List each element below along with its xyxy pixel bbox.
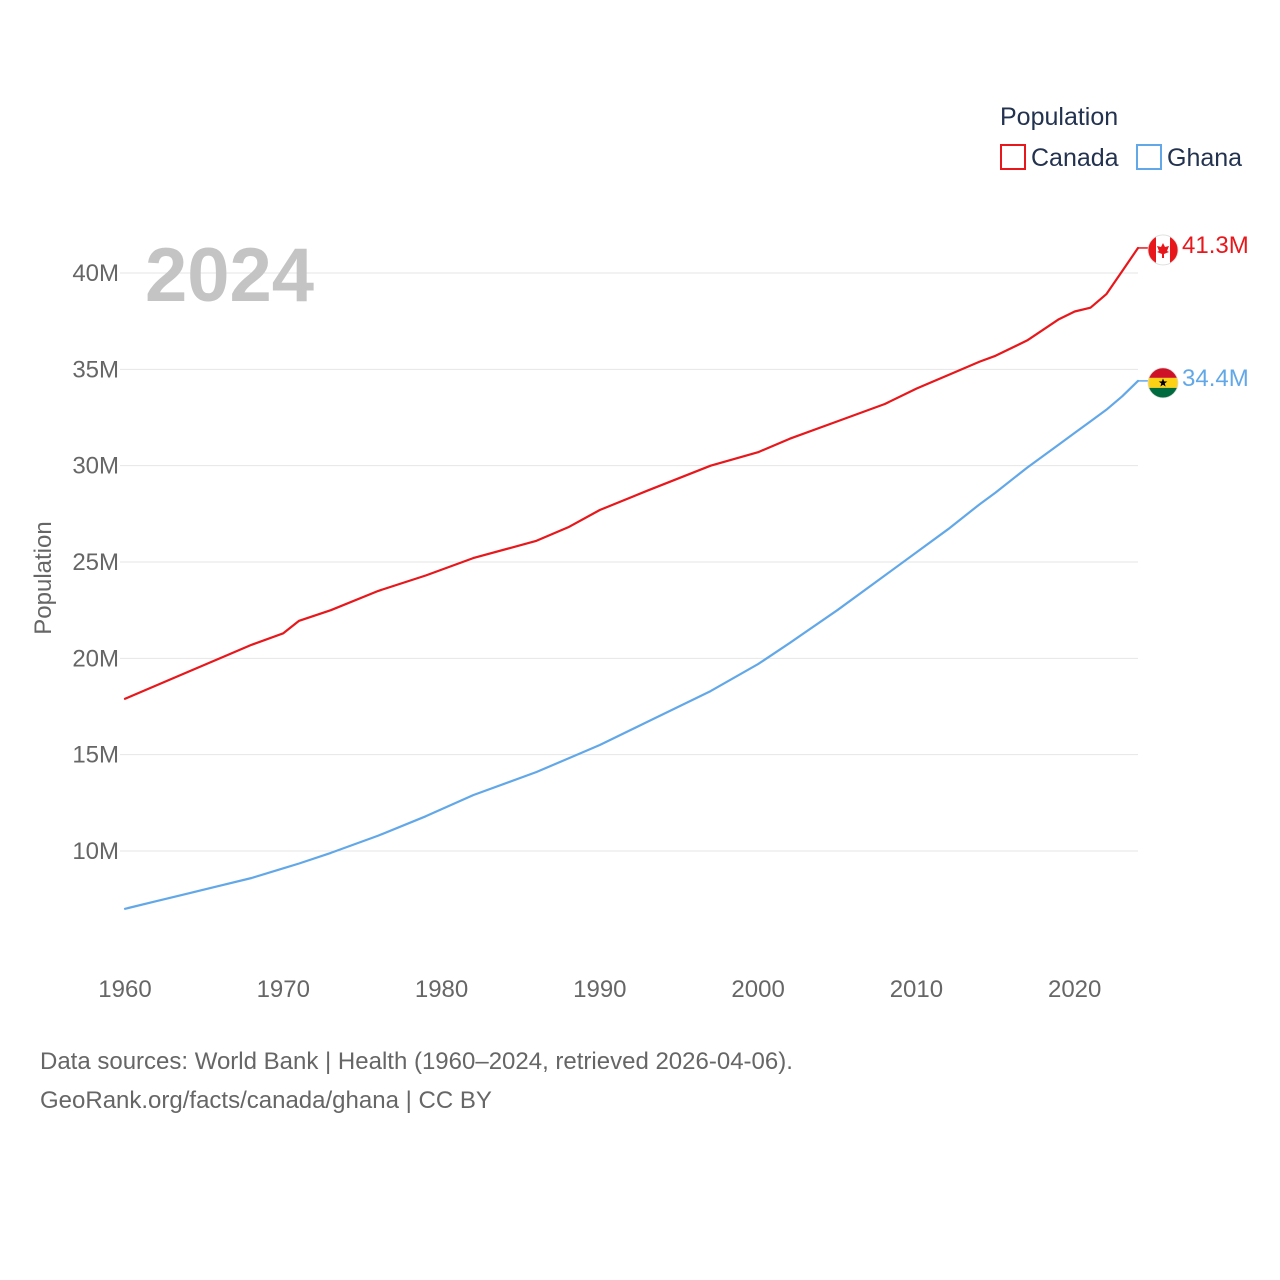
source-text: Data sources: World Bank | Health (1960–…	[40, 1048, 793, 1075]
series-end-markers: 41.3M 34.4M	[1138, 232, 1249, 399]
x-tick-label: 1990	[573, 976, 626, 1003]
legend-label-canada[interactable]: Canada	[1031, 144, 1119, 172]
y-axis-label: Population	[30, 521, 57, 634]
y-tick-label: 15M	[72, 742, 119, 769]
x-tick-label: 1970	[257, 976, 310, 1003]
population-chart: 10M 15M 20M 25M 30M 35M 40M 1960 1970 1980 1990 20…	[30, 103, 1249, 1003]
y-tick-label: 35M	[72, 356, 119, 383]
canada-flag-icon	[1148, 234, 1178, 265]
legend-label-ghana[interactable]: Ghana	[1167, 144, 1242, 172]
series-line-canada	[123, 246, 1140, 700]
year-watermark: 2024	[145, 233, 314, 318]
y-tick-label: 10M	[72, 838, 119, 865]
x-tick-label: 2000	[731, 976, 784, 1003]
y-tick-label: 20M	[72, 645, 119, 672]
x-tick-label: 2020	[1048, 976, 1101, 1003]
ghana-flag-icon	[1148, 367, 1178, 398]
source-url[interactable]: GeoRank.org/facts/canada/ghana | CC BY	[40, 1087, 492, 1114]
y-tick-label: 30M	[72, 453, 119, 480]
y-tick-label: 40M	[72, 260, 119, 287]
source-footer: Data sources: World Bank | Health (1960–…	[40, 1042, 793, 1120]
grid-lines	[120, 272, 1138, 852]
x-tick-label: 1980	[415, 976, 468, 1003]
x-tick-label: 2010	[890, 976, 943, 1003]
legend-swatch-canada[interactable]	[1000, 144, 1026, 170]
y-axis-ticks: 10M 15M 20M 25M 30M 35M 40M	[72, 260, 119, 865]
legend-title: Population	[1000, 103, 1118, 131]
y-tick-label: 25M	[72, 549, 119, 576]
legend[interactable]: Population Canada Ghana	[1000, 103, 1242, 172]
x-axis-ticks: 1960 1970 1980 1990 2000 2010 2020	[98, 976, 1101, 1003]
end-label-ghana: 34.4M	[1182, 365, 1249, 392]
legend-swatch-ghana[interactable]	[1136, 144, 1162, 170]
series-line-ghana	[123, 379, 1140, 910]
end-label-canada: 41.3M	[1182, 232, 1249, 259]
series-lines	[123, 246, 1140, 910]
x-tick-label: 1960	[98, 976, 151, 1003]
